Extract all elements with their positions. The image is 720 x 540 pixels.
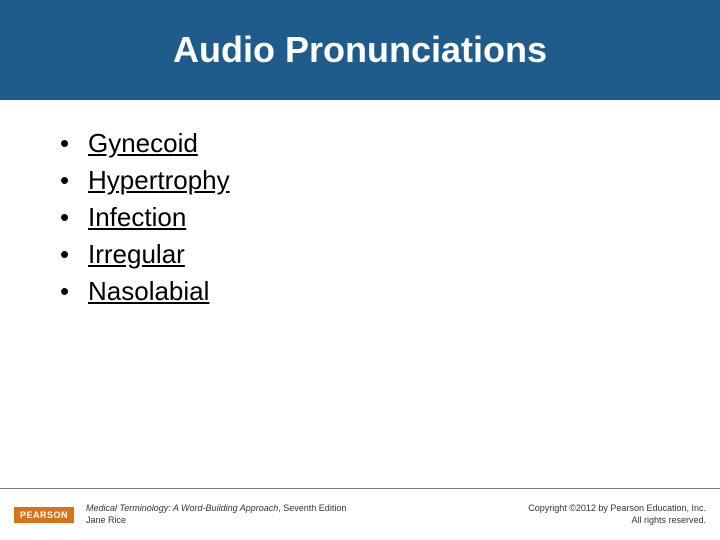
rights-line: All rights reserved. <box>631 515 706 525</box>
list-item: • Gynecoid <box>60 128 720 159</box>
terms-list: • Gynecoid • Hypertrophy • Infection • I… <box>0 100 720 307</box>
term-link-hypertrophy[interactable]: Hypertrophy <box>88 165 230 196</box>
term-link-gynecoid[interactable]: Gynecoid <box>88 128 198 159</box>
book-title: Medical Terminology: A Word-Building App… <box>86 503 278 513</box>
book-citation: Medical Terminology: A Word-Building App… <box>86 503 528 526</box>
bullet-icon: • <box>60 128 88 159</box>
footer-bar: PEARSON Medical Terminology: A Word-Buil… <box>0 488 720 540</box>
book-edition: , Seventh Edition <box>278 503 346 513</box>
list-item: • Infection <box>60 202 720 233</box>
term-link-irregular[interactable]: Irregular <box>88 239 185 270</box>
title-header: Audio Pronunciations <box>0 0 720 100</box>
bullet-icon: • <box>60 276 88 307</box>
term-link-nasolabial[interactable]: Nasolabial <box>88 276 209 307</box>
page-title: Audio Pronunciations <box>173 29 547 71</box>
list-item: • Irregular <box>60 239 720 270</box>
list-item: • Nasolabial <box>60 276 720 307</box>
bullet-icon: • <box>60 202 88 233</box>
copyright-line: Copyright ©2012 by Pearson Education, In… <box>528 503 706 513</box>
bullet-icon: • <box>60 239 88 270</box>
bullet-icon: • <box>60 165 88 196</box>
copyright-block: Copyright ©2012 by Pearson Education, In… <box>528 503 706 526</box>
term-link-infection[interactable]: Infection <box>88 202 186 233</box>
pearson-logo: PEARSON <box>14 507 74 523</box>
list-item: • Hypertrophy <box>60 165 720 196</box>
book-author: Jane Rice <box>86 515 126 525</box>
